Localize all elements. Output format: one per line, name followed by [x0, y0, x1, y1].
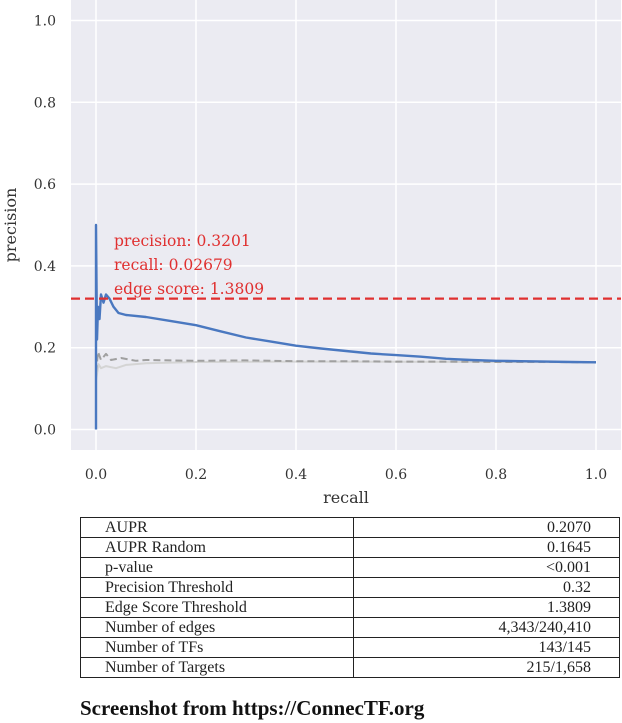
y-axis-label: precision — [1, 188, 20, 263]
y-tick-label: 0.8 — [34, 95, 56, 111]
precision-recall-chart: precision: 0.3201 recall: 0.02679 edge sco… — [1, 0, 621, 507]
stats-row: AUPR Random 0.1645 — [80, 537, 620, 558]
x-tick-label: 0.4 — [285, 467, 307, 483]
annotation-text: recall: 0.02679 — [114, 256, 233, 274]
annotation-text: precision: 0.3201 — [114, 232, 251, 250]
plot-area — [71, 0, 621, 450]
stats-label: Number of Targets — [80, 657, 354, 678]
stats-label: AUPR Random — [80, 537, 354, 558]
stats-row: AUPR 0.2070 — [80, 517, 620, 538]
stats-label: Precision Threshold — [80, 577, 354, 598]
stats-value: 0.2070 — [353, 517, 620, 538]
stats-row: p-value <0.001 — [80, 557, 620, 578]
stats-label: Edge Score Threshold — [80, 597, 354, 618]
stats-label: p-value — [80, 557, 354, 578]
x-tick-label: 0.8 — [485, 467, 507, 483]
stats-row: Edge Score Threshold 1.3809 — [80, 597, 620, 618]
annotation-layer: precision: 0.3201 recall: 0.02679 edge sco… — [114, 232, 264, 298]
stats-row: Number of Targets 215/1,658 — [80, 657, 620, 678]
stats-value: 4,343/240,410 — [353, 617, 620, 638]
stats-row: Number of edges 4,343/240,410 — [80, 617, 620, 638]
y-tick-label: 0.0 — [34, 423, 56, 439]
grid-lines — [71, 0, 621, 450]
x-axis-ticks: 0.0 0.2 0.4 0.6 0.8 1.0 — [85, 467, 607, 483]
x-tick-label: 1.0 — [585, 467, 607, 483]
stats-table-body: AUPR 0.2070 AUPR Random 0.1645 p-value <0.001… — [80, 517, 620, 678]
stats-label: Number of TFs — [80, 637, 354, 658]
annotation-text: edge score: 1.3809 — [114, 280, 264, 298]
x-axis-label: recall — [323, 488, 369, 507]
y-tick-label: 0.6 — [34, 177, 56, 193]
y-tick-label: 0.4 — [34, 259, 56, 275]
stats-value: <0.001 — [353, 557, 620, 578]
stats-table: AUPR 0.2070 AUPR Random 0.1645 p-value <0.001… — [80, 517, 620, 678]
x-tick-label: 0.2 — [185, 467, 207, 483]
series-line-0 — [94, 223, 597, 430]
source-caption: Screenshot from https://ConnecTF.org — [80, 696, 425, 720]
stats-label: Number of edges — [80, 617, 354, 638]
x-tick-label: 0.6 — [385, 467, 407, 483]
y-tick-label: 1.0 — [34, 13, 56, 29]
series-layer — [94, 223, 597, 430]
series-line-1 — [95, 350, 597, 373]
stats-value: 143/145 — [353, 637, 620, 658]
stats-value: 1.3809 — [353, 597, 620, 618]
x-tick-label: 0.0 — [85, 467, 107, 483]
stats-value: 0.1645 — [353, 537, 620, 558]
stats-label: AUPR — [80, 517, 354, 538]
stats-value: 215/1,658 — [353, 657, 620, 678]
y-axis-ticks: 0.0 0.2 0.4 0.6 0.8 1.0 — [34, 13, 56, 438]
y-tick-label: 0.2 — [34, 341, 56, 357]
stats-value: 0.32 — [353, 577, 620, 598]
stats-row: Precision Threshold 0.32 — [80, 577, 620, 598]
stats-row: Number of TFs 143/145 — [80, 637, 620, 658]
